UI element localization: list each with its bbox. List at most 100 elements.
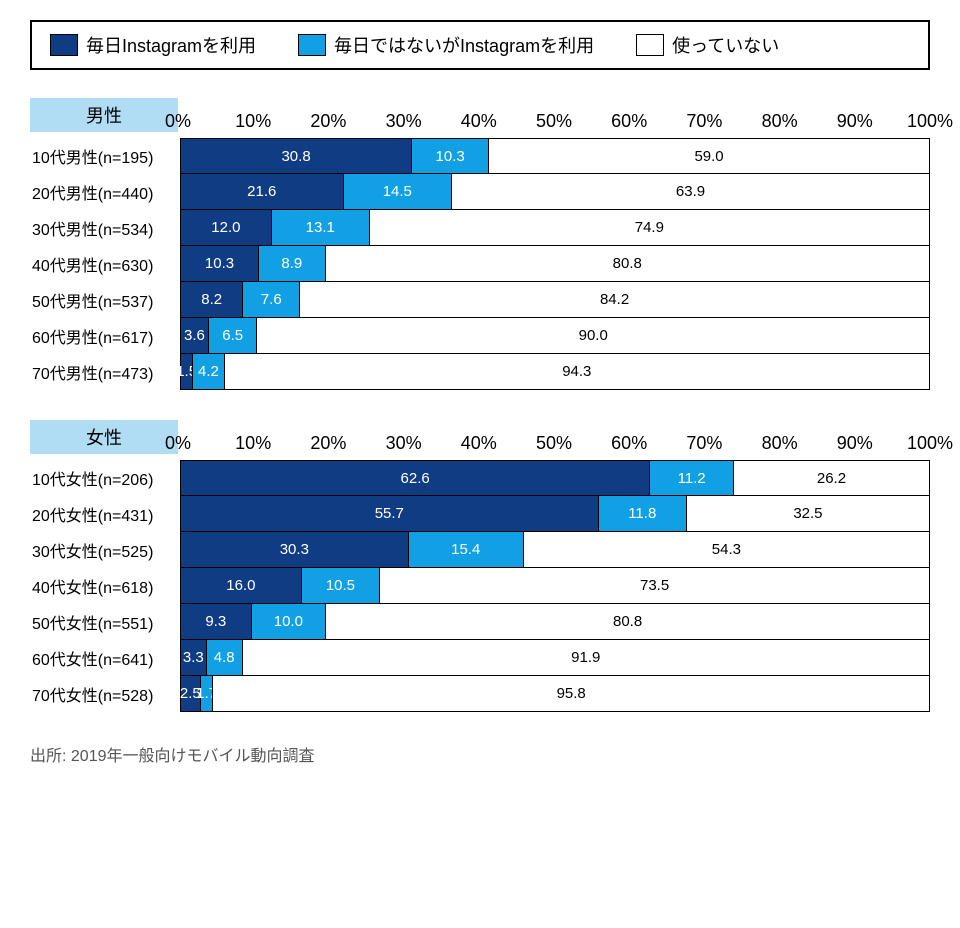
segment-value: 94.3 [562,363,591,380]
segment-value: 7.6 [261,291,282,308]
section-title: 女性 [30,420,178,454]
none-segment: 91.9 [242,640,929,675]
axis-tick: 100% [907,111,953,132]
axis-tick: 60% [611,111,647,132]
bar-track: 9.3 10.0 80.8 [180,604,930,640]
notdaily-segment: 10.3 [411,139,488,173]
section-head: 女性0%10%20%30%40%50%60%70%80%90%100% [30,420,930,454]
segment-value: 11.2 [678,470,706,487]
axis-tick: 90% [837,111,873,132]
segment-value: 90.0 [579,327,608,344]
segment-value: 3.3 [183,649,204,666]
none-segment: 80.8 [325,604,929,639]
segment-value: 26.2 [817,470,846,487]
axis-tick: 60% [611,433,647,454]
segment-value: 4.2 [198,363,219,380]
daily-segment: 3.6 [181,318,208,353]
segment-value: 30.8 [281,148,310,165]
table-row: 20代男性(n=440)21.614.563.9 [30,174,930,210]
notdaily-segment: 13.1 [271,210,369,245]
segment-value: 55.7 [375,505,404,522]
segment-value: 11.8 [628,505,656,522]
axis-tick: 70% [686,111,722,132]
legend: 毎日Instagramを利用毎日ではないがInstagramを利用使っていない [30,20,930,70]
bar-track: 55.7 11.8 32.5 [180,496,930,532]
segment-value: 21.6 [247,183,276,200]
segment-value: 80.8 [613,255,642,272]
none-segment: 95.8 [212,676,929,711]
segment-value: 8.9 [281,255,302,272]
table-row: 50代女性(n=551) 9.3 10.0 80.8 [30,604,930,640]
segment-value: 73.5 [640,577,669,594]
daily-segment: 8.2 [181,282,242,317]
bar-track: 62.6 11.2 26.2 [180,460,930,496]
daily-segment: 30.8 [181,139,411,173]
axis-tick: 50% [536,433,572,454]
axis-tick: 0% [165,111,191,132]
daily-segment: 55.7 [181,496,598,531]
segment-value: 10.3 [205,255,234,272]
row-label: 30代女性(n=525) [30,532,180,568]
axis-tick: 10% [235,111,271,132]
row-label: 40代女性(n=618) [30,568,180,604]
axis-tick: 50% [536,111,572,132]
axis-tick: 40% [461,111,497,132]
none-segment: 32.5 [686,496,929,531]
notdaily-segment: 11.8 [598,496,686,531]
notdaily-segment: 7.6 [242,282,299,317]
row-label: 50代男性(n=537) [30,282,180,318]
segment-value: 6.5 [222,327,243,344]
daily-segment: 16.0 [181,568,301,603]
legend-label-none: 使っていない [672,32,779,58]
table-row: 20代女性(n=431)55.711.832.5 [30,496,930,532]
segment-value: 91.9 [571,649,600,666]
notdaily-segment: 11.2 [649,461,733,495]
segment-value: 8.2 [201,291,222,308]
daily-segment: 30.3 [181,532,408,567]
notdaily-segment: 4.8 [206,640,242,675]
none-segment: 54.3 [523,532,929,567]
legend-swatch-notdaily [298,34,326,56]
notdaily-segment: 15.4 [408,532,523,567]
daily-segment: 62.6 [181,461,649,495]
page: 毎日Instagramを利用毎日ではないがInstagramを利用使っていない … [0,0,960,790]
axis-tick: 80% [762,433,798,454]
row-label: 10代女性(n=206) [30,460,180,496]
axis-ticks: 0%10%20%30%40%50%60%70%80%90%100% [178,108,930,132]
section-title: 男性 [30,98,178,132]
table-row: 10代男性(n=195)30.810.359.0 [30,138,930,174]
segment-value: 13.1 [306,219,335,236]
segment-value: 80.8 [613,613,642,630]
row-label: 40代男性(n=630) [30,246,180,282]
none-segment: 84.2 [299,282,929,317]
bar-track: 16.010.573.5 [180,568,930,604]
segment-value: 10.0 [274,613,303,630]
daily-segment: 3.3 [181,640,206,675]
daily-segment: 9.3 [181,604,251,639]
none-segment: 74.9 [369,210,929,245]
legend-item-daily: 毎日Instagramを利用 [50,32,256,58]
segment-value: 9.3 [205,613,226,630]
axis-tick: 100% [907,433,953,454]
axis-tick: 30% [386,433,422,454]
none-segment: 26.2 [733,461,929,495]
daily-segment: 10.3 [181,246,258,281]
segment-value: 84.2 [600,291,629,308]
row-label: 60代女性(n=641) [30,640,180,676]
segment-value: 4.8 [214,649,235,666]
legend-item-none: 使っていない [636,32,779,58]
section-head: 男性0%10%20%30%40%50%60%70%80%90%100% [30,98,930,132]
segment-value: 15.4 [451,541,480,558]
notdaily-segment: 8.9 [258,246,325,281]
axis-tick: 0% [165,433,191,454]
notdaily-segment: 14.5 [343,174,451,209]
bar-track: 2.51.795.8 [180,676,930,712]
daily-segment: 21.6 [181,174,343,209]
daily-segment: 12.0 [181,210,271,245]
segment-value: 14.5 [383,183,412,200]
table-row: 70代女性(n=528)2.51.795.8 [30,676,930,712]
row-label: 10代男性(n=195) [30,138,180,174]
segment-value: 95.8 [557,685,586,702]
row-label: 70代女性(n=528) [30,676,180,712]
row-label: 50代女性(n=551) [30,604,180,640]
